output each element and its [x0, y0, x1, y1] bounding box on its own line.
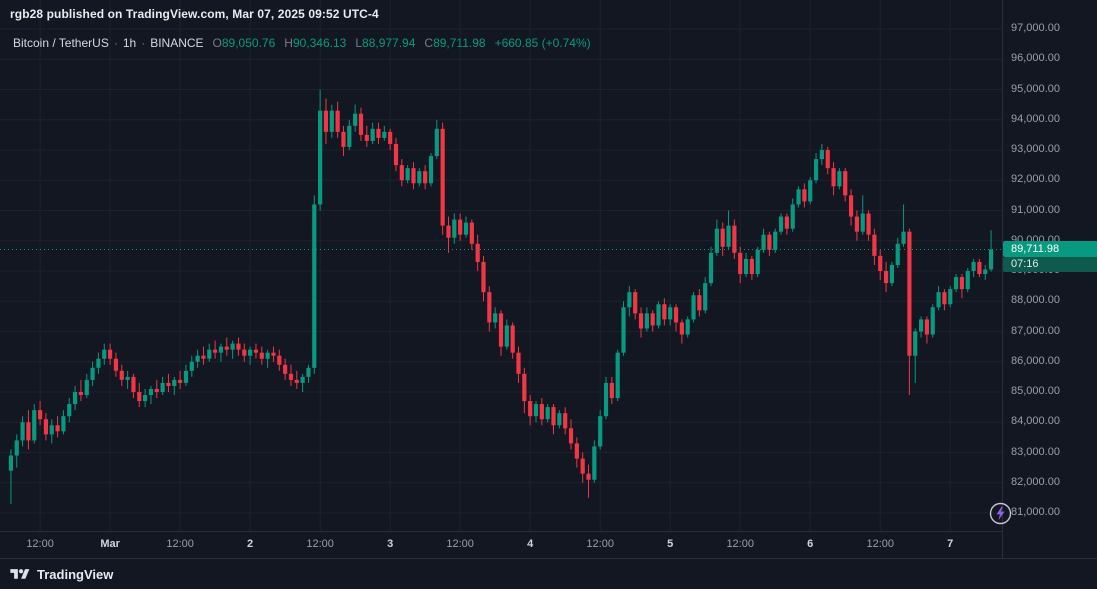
- price-axis-label: 97,000.00: [1011, 22, 1060, 34]
- lightning-bolt-icon: [989, 502, 1012, 525]
- price-axis-label: 85,000.00: [1011, 385, 1060, 397]
- time-axis-label: 12:00: [26, 538, 54, 550]
- price-axis-label: 93,000.00: [1011, 143, 1060, 155]
- chart-area[interactable]: Bitcoin / TetherUS · 1h · BINANCE O89,050.76 H…: [0, 0, 1012, 531]
- time-axis-label: 7: [947, 538, 954, 550]
- price-axis-label: 96,000.00: [1011, 52, 1060, 65]
- ohlc-close-label: C: [424, 36, 434, 50]
- ohlc-high-value: 90,346.13: [292, 36, 347, 50]
- price-axis-label: 86,000.00: [1011, 354, 1060, 367]
- price-axis[interactable]: 89,711.98 07:16 97,000.00 96,000.00 95,000…: [1002, 0, 1097, 558]
- time-axis-label: 12:00: [446, 538, 474, 550]
- price-axis-label: 84,000.00: [1011, 415, 1060, 428]
- time-axis-label: 12:00: [586, 538, 614, 550]
- time-axis-label: 12:00: [306, 538, 334, 550]
- symbol-title[interactable]: Bitcoin / TetherUS: [13, 36, 109, 50]
- attribution-text: rgb28 published on TradingView.com, Mar …: [10, 7, 379, 21]
- time-axis-label: 12:00: [166, 538, 194, 550]
- ohlc-high-label: H: [284, 36, 293, 50]
- boost-button[interactable]: [988, 501, 1013, 526]
- price-axis-label: 82,000.00: [1011, 475, 1060, 488]
- price-axis-label: 87,000.00: [1011, 324, 1060, 337]
- time-axis-label: 12:00: [866, 538, 894, 550]
- ohlc-close-value: 89,711.98: [433, 36, 486, 50]
- interval-label[interactable]: 1h: [122, 36, 137, 50]
- tradingview-logo[interactable]: [10, 567, 30, 582]
- time-axis-label: 2: [247, 538, 254, 550]
- price-axis-label: 95,000.00: [1011, 82, 1060, 95]
- time-axis-label: 5: [667, 538, 674, 550]
- footer-bar: TradingView: [0, 558, 1097, 589]
- current-price-badge: 89,711.98: [1003, 241, 1097, 258]
- change-label: +660.85 (+0.74%): [494, 36, 591, 50]
- ohlc-low-label: L: [355, 36, 363, 50]
- time-axis-label: Mar: [100, 538, 120, 550]
- time-axis[interactable]: 12:00 Mar 12:00 2 12:00 3 12:00 4 12:00 5 12:00 6 12…: [0, 531, 1002, 559]
- time-axis-label: 4: [527, 538, 534, 550]
- footer-brand[interactable]: TradingView: [37, 566, 114, 582]
- ohlc-open-value: 89,050.76: [221, 36, 276, 50]
- time-axis-label: 3: [387, 538, 394, 550]
- price-axis-label: 81,000.00: [1011, 506, 1060, 518]
- exchange-label[interactable]: BINANCE: [150, 36, 204, 50]
- time-axis-label: 12:00: [726, 538, 754, 550]
- time-axis-label: 6: [807, 538, 814, 550]
- price-axis-label: 94,000.00: [1011, 112, 1060, 125]
- ohlc-open-label: O: [212, 36, 222, 50]
- price-axis-label: 83,000.00: [1011, 445, 1060, 458]
- price-axis-label: 88,000.00: [1011, 294, 1060, 307]
- legend-separator: ·: [141, 36, 146, 50]
- ohlc-low-value: 88,977.94: [362, 36, 416, 50]
- legend-separator: ·: [113, 36, 118, 50]
- price-axis-label: 91,000.00: [1011, 203, 1060, 216]
- candlestick-chart[interactable]: [0, 0, 1002, 531]
- price-axis-label: 92,000.00: [1011, 173, 1060, 186]
- countdown-badge: 07:16: [1003, 257, 1097, 273]
- chart-legend: Bitcoin / TetherUS · 1h · BINANCE O89,050.76 H…: [13, 36, 591, 50]
